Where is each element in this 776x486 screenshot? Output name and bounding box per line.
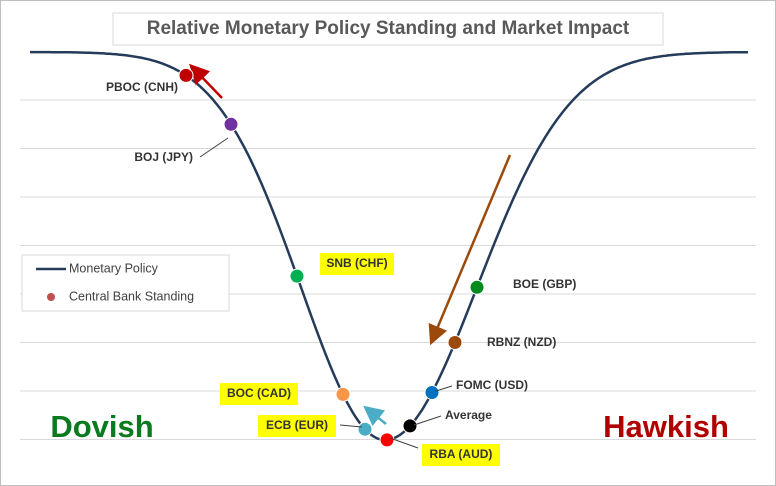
bank-label: FOMC (USD)	[456, 378, 528, 392]
leader-line	[413, 415, 442, 426]
bank-label: Average	[445, 408, 492, 422]
title-box	[112, 12, 664, 46]
arrow	[428, 154, 512, 346]
bank-label: PBOC (CNH)	[106, 80, 178, 94]
chart-title: Relative Monetary Policy Standing and Ma…	[147, 18, 630, 39]
arrow	[363, 405, 387, 427]
leader-line	[339, 424, 363, 428]
bank-dot	[357, 421, 373, 437]
leader-line	[199, 137, 229, 158]
arrow	[189, 63, 223, 99]
highlight	[220, 383, 298, 405]
legend-label: Central Bank Standing	[69, 289, 194, 303]
bank-dot	[469, 279, 485, 295]
leader-line	[389, 437, 419, 449]
bank-dot	[424, 385, 440, 400]
hawkish-label: Hawkish	[603, 409, 729, 444]
bank-dot	[289, 268, 305, 284]
bank-label: RBNZ (NZD)	[487, 335, 556, 349]
legend-dot	[47, 293, 55, 301]
bank-label: BOE (GBP)	[513, 277, 576, 291]
highlight	[422, 444, 500, 466]
bank-dot	[223, 116, 239, 132]
leader-line	[435, 385, 453, 392]
highlight	[320, 253, 394, 275]
bank-label: BOJ (JPY)	[134, 150, 193, 164]
bank-dot	[379, 432, 395, 448]
bank-label: BOC (CAD)	[227, 386, 291, 400]
bank-dot	[447, 335, 463, 350]
legend-box	[21, 254, 230, 312]
dovish-label: Dovish	[50, 409, 153, 444]
bank-dot	[402, 418, 418, 434]
highlight	[258, 415, 336, 437]
bank-label: RBA (AUD)	[430, 447, 493, 461]
legend-label: Monetary Policy	[69, 261, 159, 275]
bank-label: ECB (EUR)	[266, 418, 328, 432]
bank-label: SNB (CHF)	[326, 256, 387, 270]
bank-dot	[335, 386, 351, 402]
bank-dot	[178, 67, 194, 83]
